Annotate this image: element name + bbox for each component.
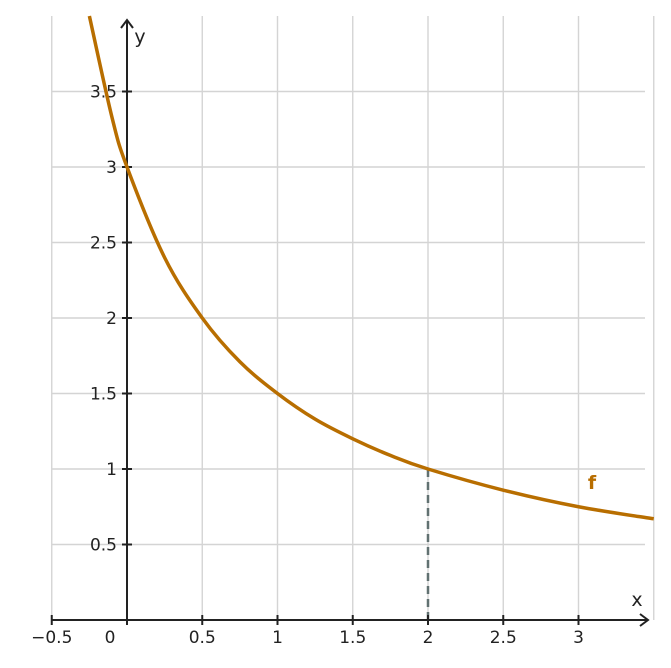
y-tick-label: 0.5 xyxy=(90,536,117,556)
y-tick-label: 3.5 xyxy=(90,83,117,103)
ticks: −0.5 0 0.5 1 1.5 2 2.5 3 0.5 1 1.5 2 2.5 3 3.5 xyxy=(31,83,584,649)
x-axis-label: x xyxy=(631,589,642,611)
axes xyxy=(52,18,650,627)
x-tick-label: 0 xyxy=(105,628,116,648)
x-tick-label: 1.5 xyxy=(339,628,366,648)
x-tick-label: 2.5 xyxy=(490,628,517,648)
grid xyxy=(51,16,655,620)
y-axis-arrowhead xyxy=(120,18,134,29)
x-tick-label: 2 xyxy=(423,628,434,648)
x-tick-label: 1 xyxy=(272,628,283,648)
y-tick-label: 1 xyxy=(106,460,117,480)
x-tick-label: −0.5 xyxy=(31,628,72,648)
series-label-f: f xyxy=(588,472,597,494)
y-tick-label: 2.5 xyxy=(90,234,117,254)
x-axis-arrowhead xyxy=(639,613,650,627)
x-tick-label: 0.5 xyxy=(189,628,216,648)
y-tick-label: 2 xyxy=(106,309,117,329)
x-tick-label: 3 xyxy=(573,628,584,648)
series-line-f xyxy=(87,15,655,521)
y-tick-label: 1.5 xyxy=(90,385,117,405)
y-axis-label: y xyxy=(134,26,145,48)
y-tick-label: 3 xyxy=(106,158,117,178)
